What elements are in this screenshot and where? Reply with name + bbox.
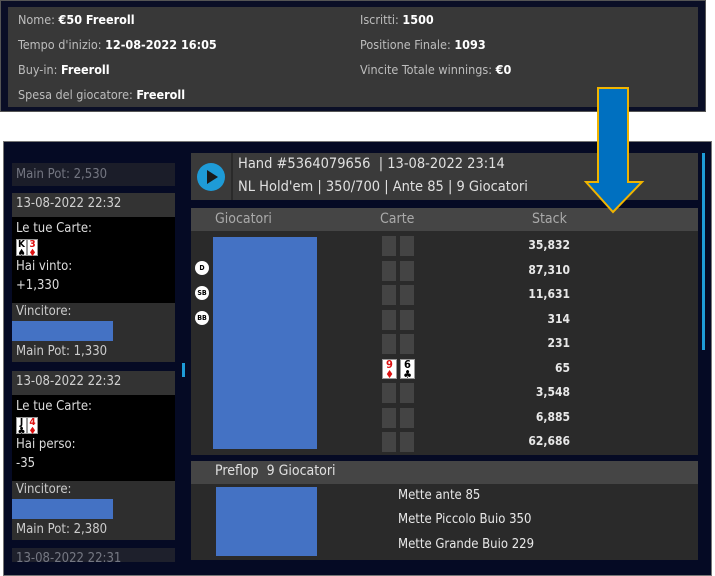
start-row: Tempo d'inizio: 12-08-2022 16:05 bbox=[18, 37, 217, 52]
history-item[interactable]: 13-08-2022 22:32 Le tue Carte: J ♣4 ♦ Hai … bbox=[12, 371, 175, 540]
player-row: 3,548 bbox=[191, 382, 698, 404]
card-slot bbox=[382, 383, 396, 403]
cards-label: Le tue Carte: bbox=[16, 221, 92, 236]
stack-value: 11,631 bbox=[528, 287, 570, 301]
winner-label: Vincitore: bbox=[16, 304, 72, 319]
preflop-section: Preflop 9 Giocatori Mette ante 85 Mette … bbox=[191, 461, 698, 560]
stack-value: 65 bbox=[554, 360, 570, 375]
stack-value: 87,310 bbox=[528, 262, 570, 277]
card-slot bbox=[400, 407, 414, 428]
card-slot bbox=[400, 383, 414, 403]
stack-value: 3,548 bbox=[535, 385, 570, 399]
stack-value: 35,832 bbox=[528, 238, 570, 252]
player-row: 231 bbox=[191, 333, 698, 355]
tournament-info: Nome: €50 Freeroll Tempo d'inizio: 12-08… bbox=[8, 7, 698, 107]
history-item-next[interactable]: 13-08-2022 22:31 bbox=[12, 548, 175, 562]
player-row: 314 bbox=[191, 309, 698, 331]
divider bbox=[231, 153, 233, 200]
player-row: 6,885 bbox=[191, 407, 698, 429]
winner-redacted bbox=[12, 321, 113, 341]
main-pot: Main Pot: 2,530 bbox=[16, 167, 108, 182]
winner-label: Vincitore: bbox=[16, 482, 72, 497]
card-icon: 4 ♦ bbox=[27, 417, 38, 437]
card-icon: 9 ♦ bbox=[382, 358, 397, 380]
card-icon: 3 ♦ bbox=[27, 239, 38, 259]
stack-value: 231 bbox=[547, 336, 570, 350]
action-ante: Mette ante 85 bbox=[398, 488, 481, 503]
player-row: 35,832 bbox=[191, 235, 698, 257]
name-row: Nome: €50 Freeroll bbox=[18, 12, 135, 27]
main-scrollbar[interactable] bbox=[702, 153, 705, 350]
hole-cards: J ♣4 ♦ bbox=[16, 416, 171, 437]
position-row: Positione Finale: 1093 bbox=[360, 37, 486, 52]
card-slot bbox=[382, 260, 396, 281]
preflop-header: Preflop 9 Giocatori bbox=[191, 461, 698, 484]
player-row: 87,310 bbox=[191, 260, 698, 282]
col-stack: Stack bbox=[532, 211, 567, 227]
down-arrow-icon bbox=[584, 87, 645, 214]
card-icon: 6 ♣ bbox=[400, 358, 415, 380]
stack-value: 314 bbox=[547, 311, 570, 326]
player-row: 9 ♦ 6 ♣ 65 bbox=[191, 358, 698, 380]
history-item[interactable]: 13-08-2022 22:32 Le tue Carte: K ♠3 ♦ Hai … bbox=[12, 193, 175, 362]
main-pot: Main Pot: 1,330 bbox=[16, 344, 108, 359]
hand-title: Hand #5364079656 | 13-08-2022 23:14 bbox=[238, 156, 505, 172]
card-slot bbox=[382, 432, 396, 452]
player-row: 11,631 bbox=[191, 284, 698, 306]
cards-label: Le tue Carte: bbox=[16, 399, 92, 414]
card-slot bbox=[382, 309, 396, 330]
history-time: 13-08-2022 22:32 bbox=[12, 371, 175, 395]
card-slot bbox=[400, 236, 414, 256]
card-slot bbox=[400, 260, 414, 281]
winnings-row: Vincite Totale winnings: €0 bbox=[360, 62, 512, 77]
result-label: Hai vinto: bbox=[16, 259, 73, 274]
dealer-badge: D bbox=[195, 261, 209, 275]
entrants-row: Iscritti: 1500 bbox=[360, 12, 434, 27]
buyin-row: Buy-in: Freeroll bbox=[18, 62, 110, 77]
player-row: 62,686 bbox=[191, 431, 698, 453]
result-value: +1,330 bbox=[16, 278, 60, 293]
history-item-prev[interactable]: Main Pot: 2,530 bbox=[12, 163, 175, 186]
action-small-blind: Mette Piccolo Buio 350 bbox=[398, 512, 532, 527]
preflop-players-redacted bbox=[216, 487, 317, 556]
small-blind-badge: SB bbox=[195, 286, 209, 300]
card-slot bbox=[400, 432, 414, 452]
history-time: 13-08-2022 22:31 bbox=[12, 548, 175, 562]
card-icon: K ♠ bbox=[16, 239, 27, 259]
big-blind-badge: BB bbox=[195, 311, 209, 325]
card-slot bbox=[382, 334, 396, 354]
winner-redacted bbox=[12, 499, 113, 519]
spend-row: Spesa del giocatore: Freeroll bbox=[18, 87, 186, 102]
table-header: Giocatori Carte Stack bbox=[191, 208, 698, 231]
play-replay-button[interactable] bbox=[197, 163, 225, 191]
card-slot bbox=[400, 285, 414, 305]
card-slot bbox=[382, 285, 396, 305]
play-icon bbox=[207, 170, 218, 184]
result-value: -35 bbox=[16, 456, 36, 471]
card-slot bbox=[400, 309, 414, 330]
hand-details: NL Hold'em | 350/700 | Ante 85 | 9 Gioca… bbox=[238, 179, 528, 195]
history-scrollbar[interactable] bbox=[182, 363, 185, 377]
card-slot bbox=[382, 236, 396, 256]
stack-value: 62,686 bbox=[528, 434, 570, 448]
history-time: 13-08-2022 22:32 bbox=[12, 193, 175, 217]
card-icon: J ♣ bbox=[16, 417, 27, 437]
col-players: Giocatori bbox=[215, 211, 272, 227]
col-cards: Carte bbox=[380, 211, 415, 227]
card-slot bbox=[382, 407, 396, 428]
result-label: Hai perso: bbox=[16, 437, 76, 452]
players-table: Giocatori Carte Stack 35,832 87,310 11,631… bbox=[191, 208, 698, 455]
history-body: Le tue Carte: J ♣4 ♦ Hai perso: -35 bbox=[12, 395, 175, 481]
players-redacted bbox=[213, 237, 317, 449]
stack-value: 6,885 bbox=[535, 409, 570, 424]
history-body: Le tue Carte: K ♠3 ♦ Hai vinto: +1,330 bbox=[12, 217, 175, 303]
main-pot: Main Pot: 2,380 bbox=[16, 522, 108, 537]
hole-cards: K ♠3 ♦ bbox=[16, 238, 171, 259]
action-big-blind: Mette Grande Buio 229 bbox=[398, 537, 535, 552]
card-slot bbox=[400, 334, 414, 354]
